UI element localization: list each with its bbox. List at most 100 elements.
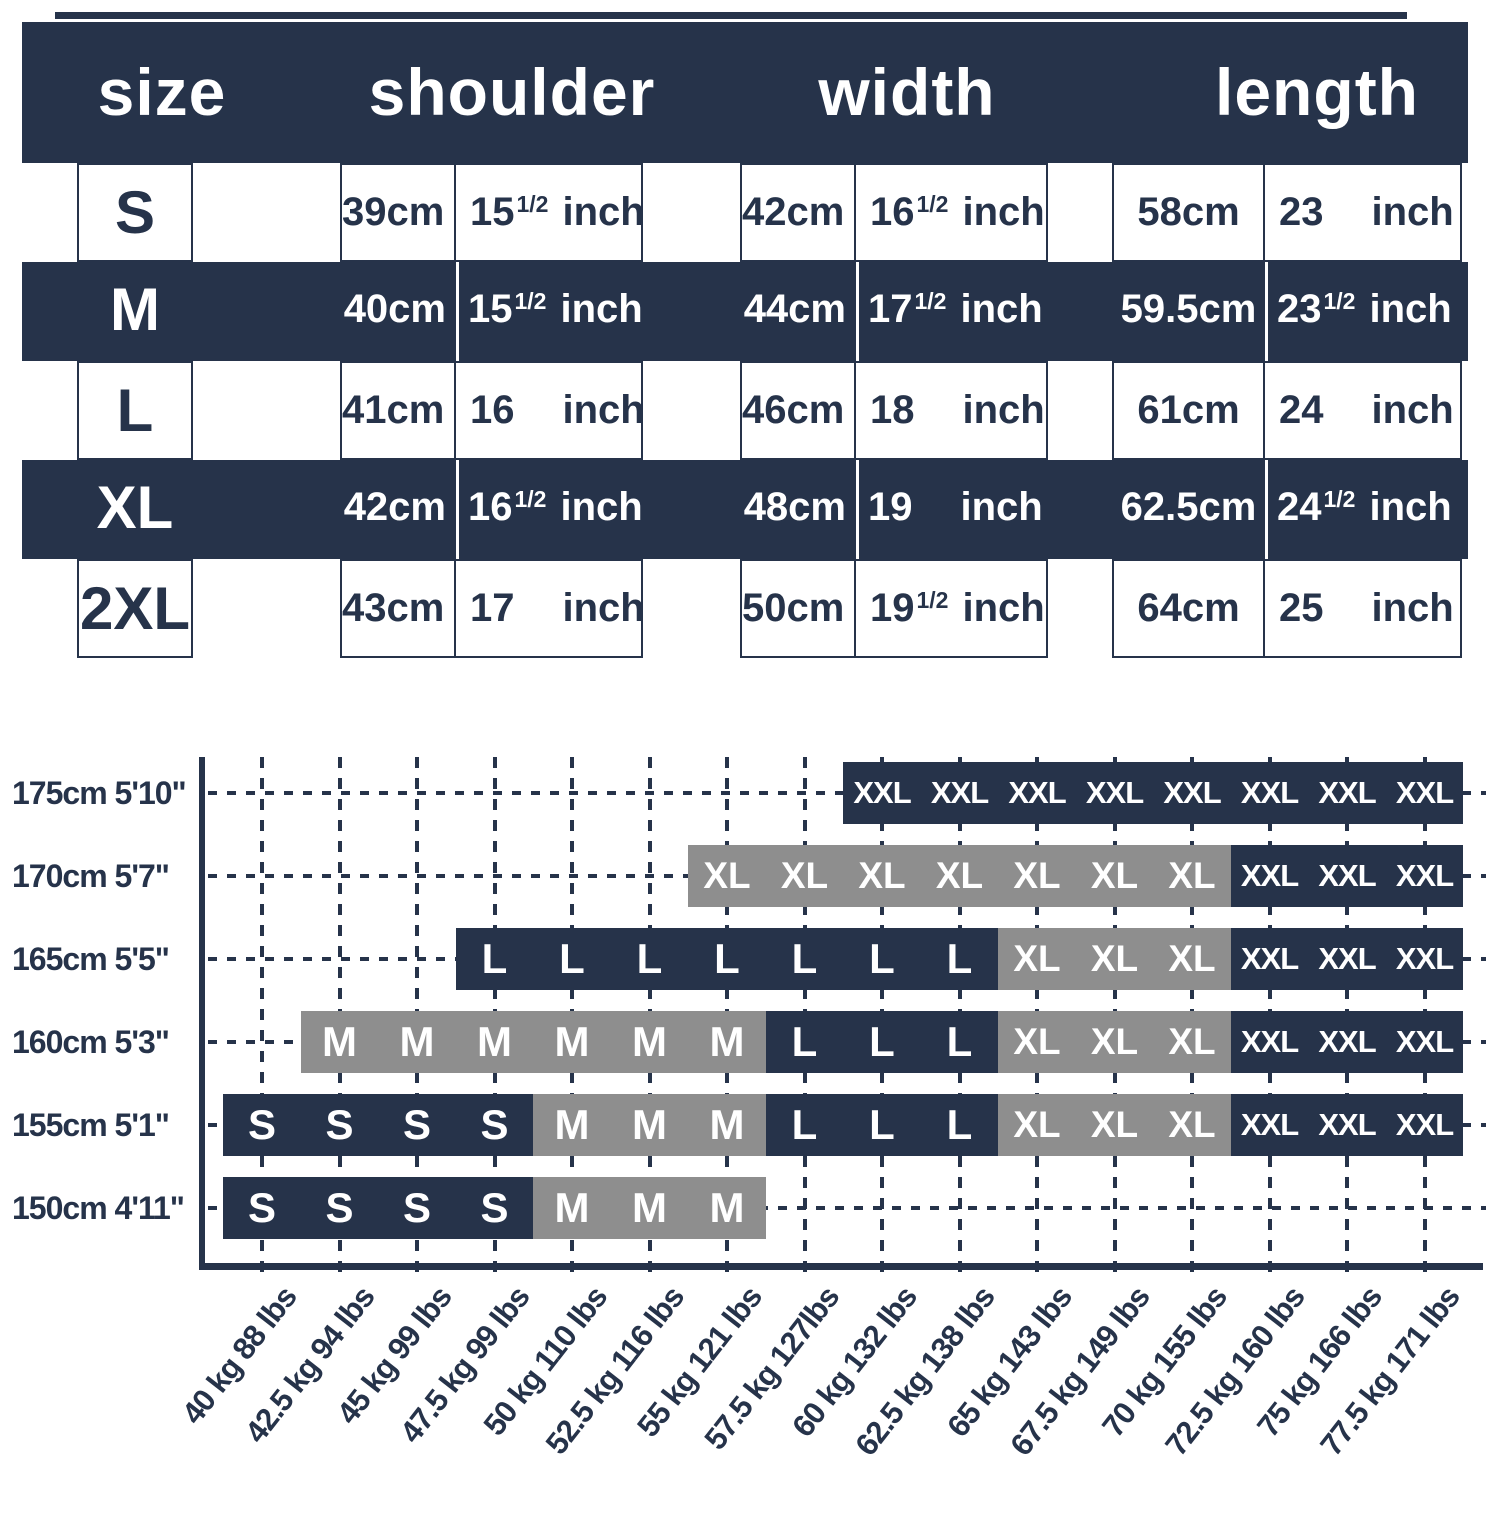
band-label-S: S [247,1184,276,1231]
size-band-XL: XL XL XL [998,1094,1231,1156]
band-label-S: S [247,1101,276,1148]
band-label-XXL: XXL [1395,775,1454,810]
inch-unit: inch [962,388,1045,432]
band-label-S: S [402,1184,431,1231]
band-label-S: S [325,1184,354,1231]
cell-shoulder_inch: 151/2 inch [454,262,643,361]
header-length: length [1215,55,1419,129]
band-label-M: M [632,1184,667,1231]
y-axis-label: 160cm 5'3" [12,1024,170,1060]
cell-shoulder_inch: 17 inch [454,559,645,658]
size-band-XXL: XXL XXL XXL [1230,1094,1464,1156]
inch-number: 18 [870,388,915,432]
cell-shoulder_cm: 43cm [340,559,456,658]
inch-unit: inch [1371,388,1454,432]
band-label-XXL: XXL [1085,775,1144,810]
band-label-M: M [632,1018,667,1065]
cell-shoulder_cm: 42cm [343,485,446,529]
band-label-S: S [325,1101,354,1148]
row-separator [1265,262,1268,361]
cell-width_cm: 42cm [740,163,856,262]
band-label-L: L [791,1018,818,1065]
band-label-XXL: XXL [1395,1107,1454,1142]
band-label-M: M [399,1018,435,1065]
inch-number: 19 [868,485,913,529]
band-label-S: S [480,1184,509,1231]
y-axis-label: 155cm 5'1" [12,1107,170,1143]
band-label-XXL: XXL [1240,941,1299,976]
v-gridline [260,757,264,1282]
y-axis-line [199,757,205,1270]
cell-size-M: M [110,276,160,343]
band-label-L: L [791,1101,818,1148]
band-label-L: L [869,1101,895,1148]
inch-fraction: 1/2 [1323,486,1356,512]
cell-width_cm: 50cm [740,559,856,658]
band-label-M: M [554,1101,590,1148]
header-shoulder: shoulder [368,55,656,129]
band-label-L: L [869,935,895,982]
band-label-L: L [946,935,973,982]
inch-unit: inch [560,287,643,331]
size-band-XL: XL XL XL XL XL XL XL [688,845,1231,907]
row-separator [456,262,459,361]
band-label-XL: XL [935,855,984,896]
inch-number: 19 [870,586,915,630]
top-border-strip [55,12,1407,19]
cell-width_inch: 191/2 inch [854,559,1048,658]
inch-fraction: 1/2 [1323,288,1356,314]
band-label-L: L [946,1018,973,1065]
band-label-M: M [322,1018,357,1065]
inch-fraction: 1/2 [916,587,949,613]
band-label-XXL: XXL [1395,1024,1454,1059]
cell-length_cm: 64cm [1112,559,1265,658]
band-label-XL: XL [1090,1104,1139,1145]
inch-unit: inch [562,586,645,630]
band-label-M: M [554,1184,590,1231]
band-label-XXL: XXL [853,775,911,810]
cell-length_cm: 58cm [1112,163,1265,262]
band-label-XL: XL [1168,938,1216,979]
band-label-M: M [632,1101,667,1148]
header-width: width [818,55,996,129]
size-band-XXL: XXL XXL XXL XXL XXL XXL XXL XXL [843,762,1464,824]
inch-number: 24 [1277,485,1322,529]
band-label-XL: XL [1013,938,1061,979]
inch-number: 15 [470,190,515,234]
y-axis-label: 150cm 4'11" [12,1190,185,1226]
band-label-XL: XL [1090,1021,1139,1062]
cell-length_cm: 61cm [1112,361,1265,460]
band-label-L: L [559,935,585,982]
band-label-S: S [402,1101,431,1148]
h-gridline [208,1206,1486,1210]
cell-width_cm: 44cm [743,287,846,331]
inch-unit: inch [1371,586,1454,630]
cell-length_inch: 25 inch [1263,559,1462,658]
cell-shoulder_inch: 151/2 inch [454,163,645,262]
band-label-XXL: XXL [930,775,989,810]
header-size: size [97,55,227,129]
inch-unit: inch [1371,190,1454,234]
band-label-XL: XL [1013,855,1061,896]
size-table-header: size shoulder width length [22,22,1468,163]
size-band-XXL: XXL XXL XXL [1230,845,1464,907]
band-label-XL: XL [780,855,829,896]
cell-length_inch: 23 inch [1263,163,1462,262]
table-row-band-M [22,262,1468,361]
inch-unit: inch [562,190,645,234]
inch-fraction: 1/2 [916,191,949,217]
cell-size-L: L [77,361,193,460]
band-label-XXL: XXL [1318,858,1376,893]
size-band-XL: XL XL XL [998,928,1231,990]
inch-number: 24 [1279,388,1324,432]
inch-unit: inch [960,485,1043,529]
band-label-XL: XL [858,855,906,896]
band-label-XXL: XXL [1240,1107,1299,1142]
inch-unit: inch [962,586,1045,630]
